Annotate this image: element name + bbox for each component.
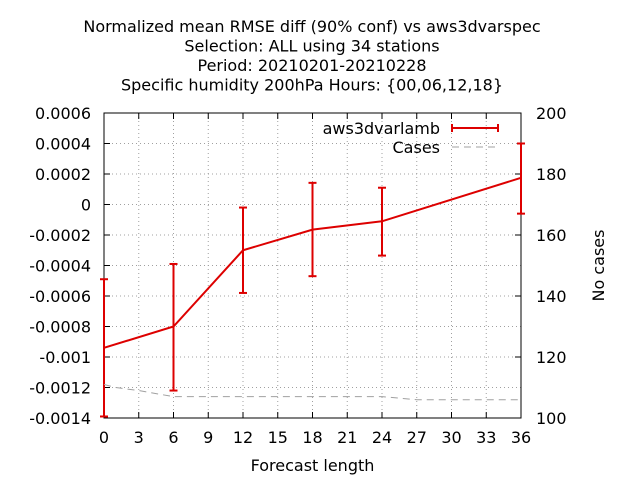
x-tick-label: 15 xyxy=(268,428,288,447)
x-tick-label: 36 xyxy=(511,428,531,447)
y2-tick-label: 180 xyxy=(536,165,567,184)
y-tick-label: 0.0004 xyxy=(35,135,91,154)
y-axis-ticks: 0.0006 0.0004 0.0002 0 -0.0002 -0.0004 -0.0006… xyxy=(29,104,110,428)
x-tick-label: 3 xyxy=(134,428,144,447)
y2-axis-ticks: 200 180 160 140 120 100 xyxy=(515,104,567,428)
y-tick-label: -0.0006 xyxy=(29,287,91,306)
y-tick-label: -0.0002 xyxy=(29,226,91,245)
y2-tick-label: 120 xyxy=(536,348,567,367)
y2-axis-label: No cases xyxy=(589,230,608,302)
series xyxy=(100,142,525,418)
y-tick-label: -0.0014 xyxy=(29,409,91,428)
legend-label: Cases xyxy=(393,138,441,157)
chart-title-line: Selection: ALL using 34 stations xyxy=(184,37,439,56)
y2-tick-label: 140 xyxy=(536,287,567,306)
x-tick-label: 21 xyxy=(337,428,357,447)
x-tick-label: 12 xyxy=(233,428,253,447)
x-tick-label: 24 xyxy=(372,428,392,447)
legend-label: aws3dvarlamb xyxy=(323,119,440,138)
y2-tick-label: 100 xyxy=(536,409,567,428)
x-tick-label: 9 xyxy=(203,428,213,447)
y2-tick-label: 160 xyxy=(536,226,567,245)
y2-tick-label: 200 xyxy=(536,104,567,123)
series-line-aws3dvarlamb xyxy=(103,176,522,349)
y-tick-label: -0.0004 xyxy=(29,257,91,276)
chart-title-line: Normalized mean RMSE diff (90% conf) vs … xyxy=(83,17,540,36)
chart-title: Normalized mean RMSE diff (90% conf) vs … xyxy=(83,17,540,95)
y-tick-label: 0.0002 xyxy=(35,165,91,184)
x-axis-ticks: 0 3 6 9 12 15 18 21 24 27 30 33 36 xyxy=(99,113,531,447)
chart-title-line: Specific humidity 200hPa Hours: {00,06,1… xyxy=(121,76,503,95)
x-tick-label: 18 xyxy=(302,428,322,447)
y-tick-label: 0 xyxy=(81,196,91,215)
y-tick-label: -0.0012 xyxy=(29,379,91,398)
x-tick-label: 30 xyxy=(441,428,461,447)
y-tick-label: -0.0008 xyxy=(29,318,91,337)
y-tick-label: -0.001 xyxy=(39,348,91,367)
series-line-cases xyxy=(103,383,521,401)
x-axis-label: Forecast length xyxy=(251,456,375,475)
x-tick-label: 27 xyxy=(407,428,427,447)
x-tick-label: 33 xyxy=(476,428,496,447)
x-tick-label: 6 xyxy=(168,428,178,447)
chart-title-line: Period: 20210201-20210228 xyxy=(197,56,426,75)
x-tick-label: 0 xyxy=(99,428,109,447)
y-tick-label: 0.0006 xyxy=(35,104,91,123)
